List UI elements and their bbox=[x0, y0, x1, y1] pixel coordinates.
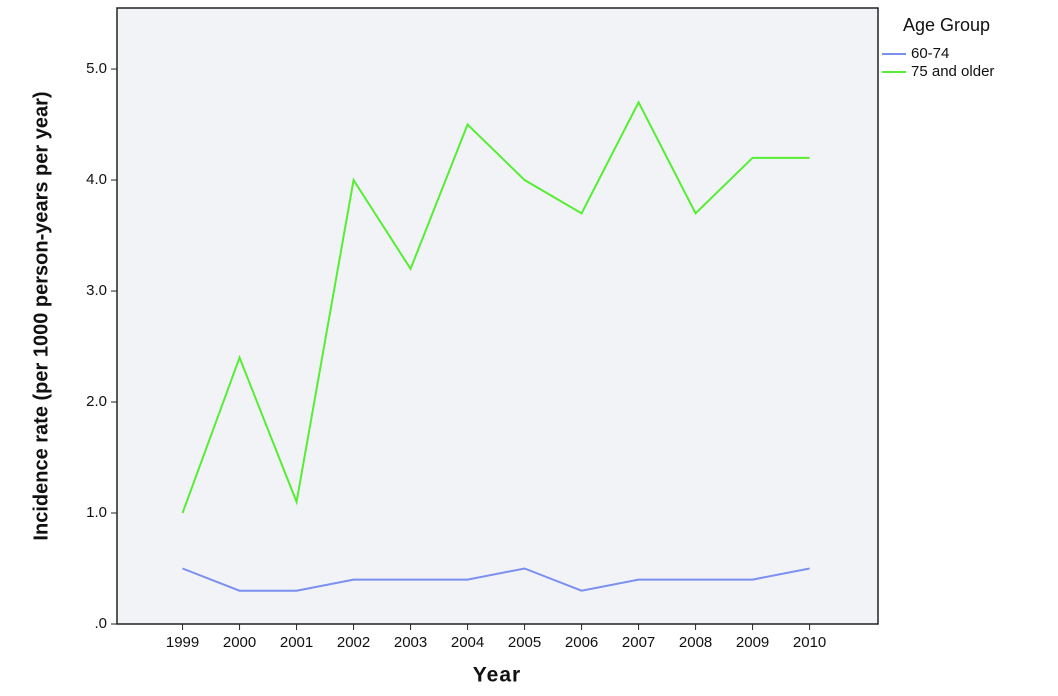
legend-label: 60-74 bbox=[911, 45, 949, 62]
line bbox=[181, 100, 810, 514]
legend-title: Age Group bbox=[903, 15, 990, 35]
x-axis-label: Year bbox=[473, 664, 521, 687]
y-axis-label: Incidence rate (per 1000 person-years pe… bbox=[30, 91, 52, 540]
x-tick-label: 2006 bbox=[565, 634, 598, 651]
x-tick-label: 1999 bbox=[166, 634, 199, 651]
y-tick-label: .0 bbox=[94, 615, 107, 632]
y-tick-label: 2.0 bbox=[86, 393, 107, 410]
x-tick-label: 2000 bbox=[223, 634, 256, 651]
x-tick-label: 2004 bbox=[451, 634, 484, 651]
line bbox=[182, 567, 810, 592]
x-tick-label: 2001 bbox=[280, 634, 313, 651]
legend-label: 75 and older bbox=[911, 63, 994, 80]
x-tick-label: 2009 bbox=[736, 634, 769, 651]
plot-area bbox=[116, 7, 879, 625]
y-tick-label: 5.0 bbox=[86, 60, 107, 77]
x-tick-label: 2007 bbox=[622, 634, 655, 651]
x-tick-label: 2010 bbox=[793, 634, 826, 651]
y-tick-label: 3.0 bbox=[86, 282, 107, 299]
y-tick-label: 1.0 bbox=[86, 504, 107, 521]
x-tick-label: 2008 bbox=[679, 634, 712, 651]
x-tick-label: 2003 bbox=[394, 634, 427, 651]
x-tick-label: 2005 bbox=[508, 634, 541, 651]
x-tick-label: 2002 bbox=[337, 634, 370, 651]
y-tick-label: 4.0 bbox=[86, 171, 107, 188]
